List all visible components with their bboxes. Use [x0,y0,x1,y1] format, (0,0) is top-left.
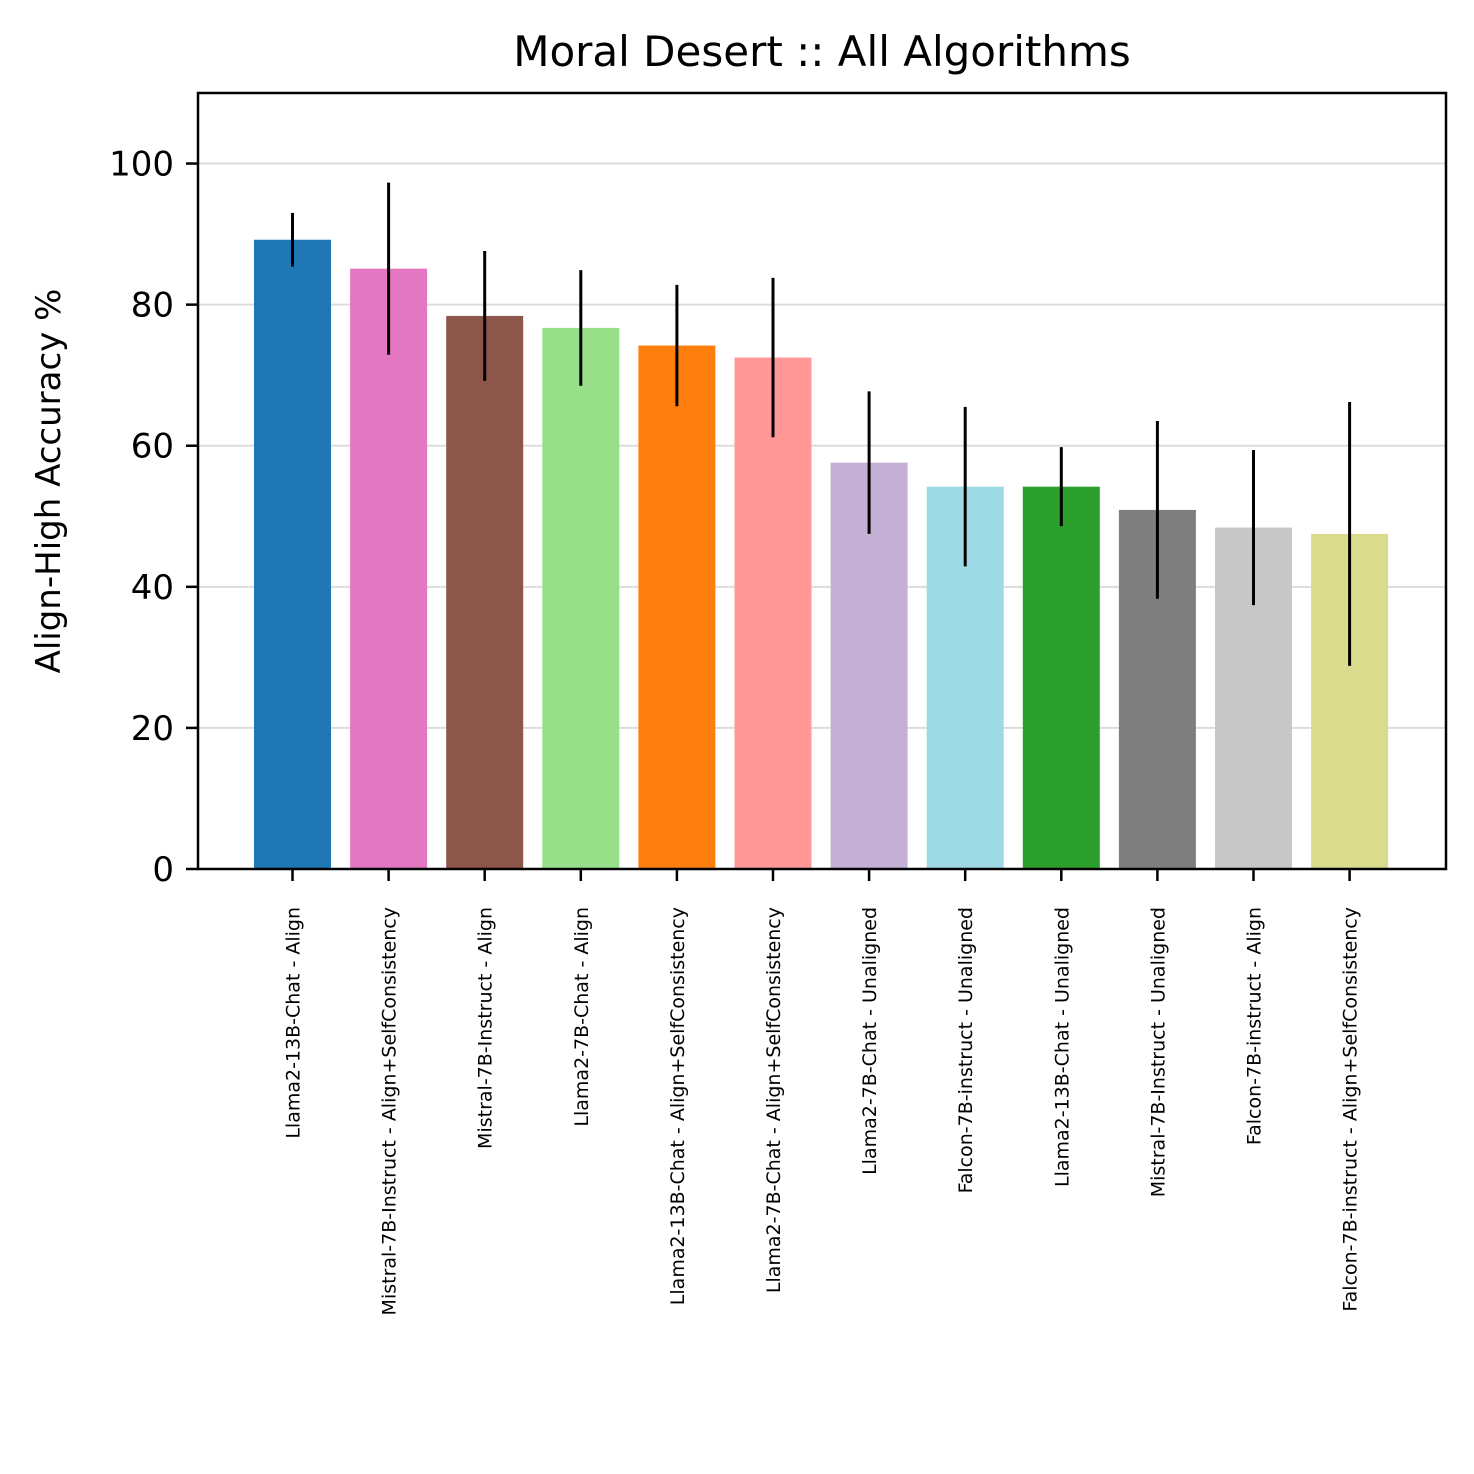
x-tick-label: Falcon-7B-instruct - Align+SelfConsisten… [1340,907,1362,1312]
bar [350,268,428,869]
x-tick-label: Mistral-7B-Instruct - Align+SelfConsiste… [379,907,401,1315]
x-tick-label: Mistral-7B-Instruct - Align [475,907,497,1149]
bar [638,345,716,869]
x-tick-label: Falcon-7B-instruct - Align [1244,907,1266,1145]
bar [254,239,331,869]
x-tick-label: Llama2-7B-Chat - Align [571,907,593,1127]
y-tick-label: 40 [131,568,174,608]
y-tick-label: 100 [109,145,174,185]
y-tick-label: 20 [131,709,174,749]
y-tick-label: 0 [152,850,174,890]
bar [446,315,524,869]
x-tick-label: Mistral-7B-Instruct - Unaligned [1147,907,1169,1197]
x-tick-label: Llama2-13B-Chat - Align+SelfConsistency [667,907,689,1305]
x-tick-label: Llama2-13B-Chat - Unaligned [1051,907,1073,1187]
x-axis: Llama2-13B-Chat - Align Mistral-7B-Instru… [283,869,1362,1315]
y-axis-label: Align-High Accuracy % [29,289,69,674]
y-tick-label: 80 [131,286,174,326]
x-tick-label: Llama2-7B-Chat - Unaligned [859,907,881,1175]
x-tick-label: Falcon-7B-instruct - Unaligned [955,907,977,1193]
bar [1022,486,1100,869]
bar [734,357,812,869]
y-axis: 0 20 40 60 80 100 [109,145,198,890]
chart-title: Moral Desert :: All Algorithms [513,27,1131,76]
x-tick-label: Llama2-7B-Chat - Align+SelfConsistency [763,907,785,1293]
plot-frame [196,91,1448,871]
bar [542,327,620,869]
error-bars [291,182,1352,666]
y-tick-label: 60 [131,427,174,467]
bars [254,239,1389,869]
x-tick-label: Llama2-13B-Chat - Align [283,907,305,1139]
